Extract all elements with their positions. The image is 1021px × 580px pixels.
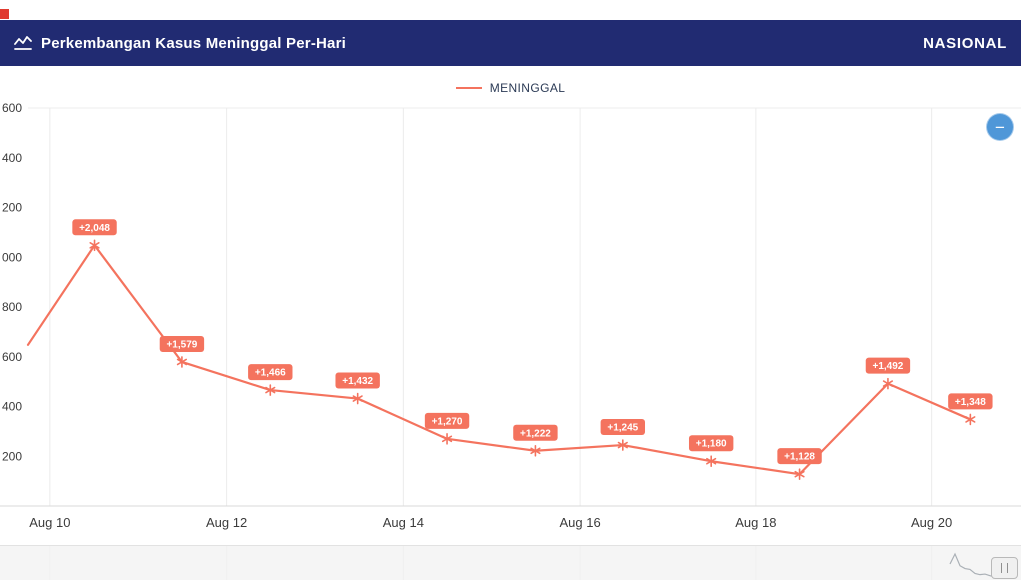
data-point-label: +1,432 [335,372,380,389]
header-left: Perkembangan Kasus Meninggal Per-Hari [14,35,346,52]
svg-text:+1,432: +1,432 [342,376,373,387]
chart-title: Perkembangan Kasus Meninggal Per-Hari [41,34,346,52]
data-point-marker[interactable] [617,439,628,451]
x-axis-label: Aug 20 [911,515,952,530]
svg-text:+1,222: +1,222 [520,428,551,439]
trend-chart-icon [14,35,32,51]
grip-lines-icon [1001,563,1008,573]
y-axis-label: 200 [2,449,22,463]
x-axis-label: Aug 14 [383,515,424,530]
data-point-label: +1,128 [777,448,822,465]
navigator-canvas [49,546,1006,580]
data-point-label: +1,222 [513,424,558,441]
svg-text:+1,245: +1,245 [607,423,638,434]
svg-text:+1,579: +1,579 [166,339,197,350]
svg-text:+1,466: +1,466 [255,368,286,379]
data-point-marker[interactable] [176,356,188,368]
legend-item-meninggal[interactable]: MENINGGAL [0,81,1021,95]
y-axis-label: 400 [2,151,22,165]
data-point-label: +2,048 [72,219,117,236]
navigator-grip-handle[interactable] [991,557,1018,579]
region-label: NASIONAL [923,34,1007,52]
data-point-marker[interactable] [794,468,805,480]
x-axis-label: Aug 16 [560,515,601,530]
svg-text:+1,270: +1,270 [432,416,463,427]
data-point-label: +1,466 [248,364,293,381]
data-point-marker[interactable] [965,413,976,426]
data-point-marker[interactable] [352,392,363,405]
data-point-marker[interactable] [530,444,541,457]
y-axis-label: 200 [2,201,22,215]
x-axis-label: Aug 18 [735,515,776,530]
y-axis-label: 400 [2,400,22,414]
legend-line-marker [455,87,482,89]
data-point-label: +1,245 [600,419,646,436]
legend-label: MENINGGAL [489,81,566,95]
svg-text:+1,128: +1,128 [784,452,815,463]
svg-text:+2,048: +2,048 [79,223,110,234]
clipped-red-element [0,9,9,19]
x-axis-label: Aug 12 [206,515,247,530]
data-point-marker[interactable] [441,433,453,445]
series-line [26,244,972,476]
zoom-out-button[interactable]: − [986,113,1014,141]
chart-canvas: 600 400 200 000 800 600 400 200 Aug 10 Aug 12 Aug … [0,101,1021,530]
x-axis-label: Aug 10 [29,515,70,530]
data-point-marker[interactable] [706,455,717,468]
svg-text:+1,492: +1,492 [873,361,904,372]
chart-header: Perkembangan Kasus Meninggal Per-Hari NA… [0,20,1021,66]
data-point-label: +1,492 [865,357,911,374]
data-point-marker[interactable] [265,384,276,396]
data-point-label: +1,579 [159,335,205,352]
y-axis-label: 000 [2,250,22,264]
svg-text:+1,348: +1,348 [955,397,986,408]
data-point-marker[interactable] [882,377,894,390]
y-axis-label: 600 [2,350,22,364]
chart-navigator[interactable] [0,545,1021,580]
data-point-label: +1,180 [688,435,734,452]
data-point-label: +1,348 [948,393,993,410]
y-axis-label: 600 [2,101,22,115]
y-axis-label: 800 [2,300,22,314]
data-point-label: +1,270 [424,412,470,429]
data-point-marker[interactable] [89,239,100,252]
svg-text:+1,180: +1,180 [696,439,727,450]
